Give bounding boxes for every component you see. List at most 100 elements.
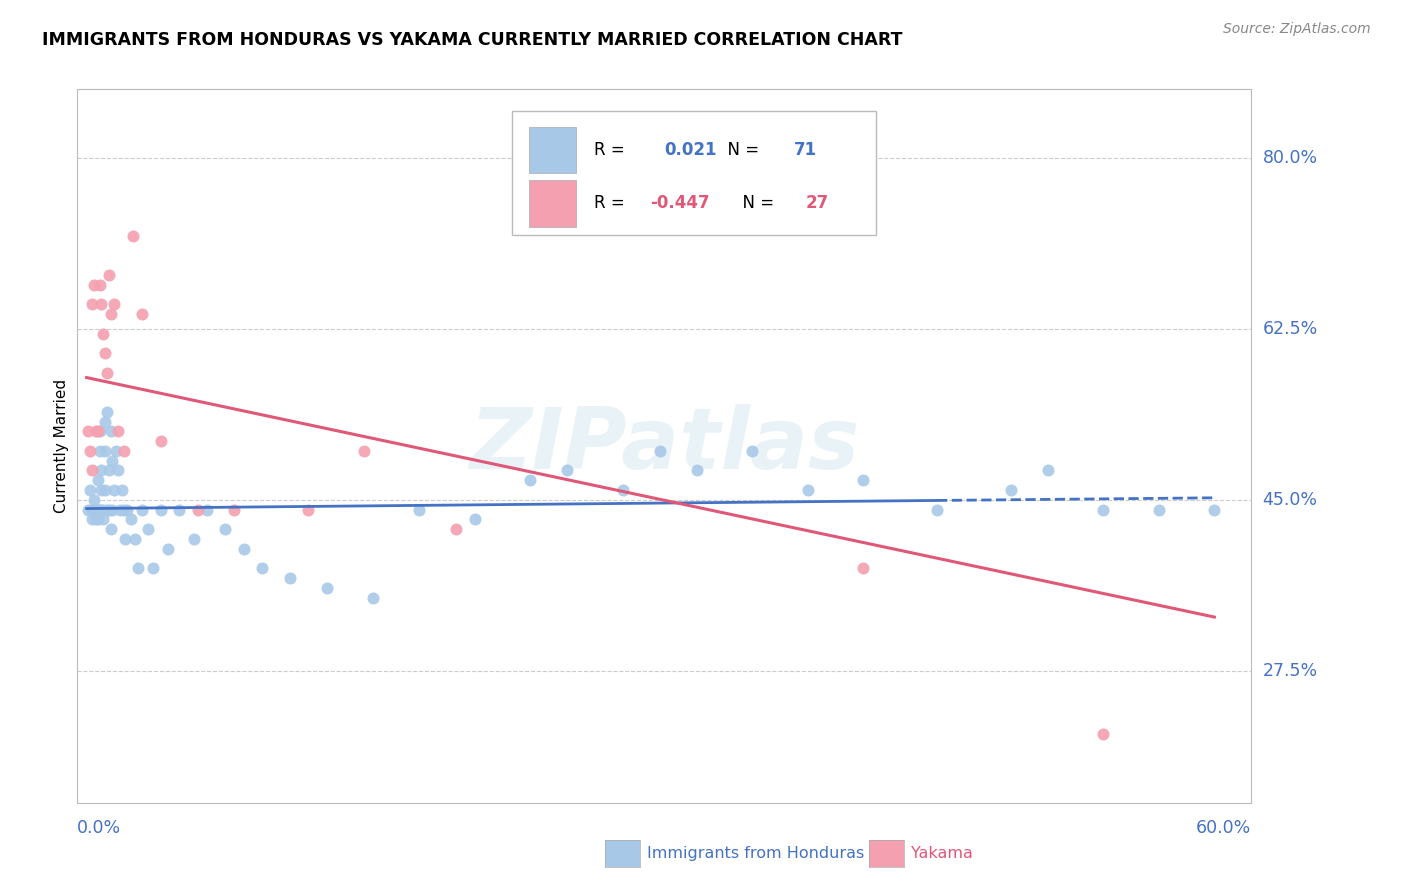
Text: R =: R = [593,141,636,159]
Point [555,463,578,477]
Point [120,512,142,526]
Point [167,502,190,516]
Point [108,502,131,516]
Point [83,502,105,516]
Point [852,561,875,575]
Point [96,405,118,419]
Point [82,463,104,477]
Text: 80.0%: 80.0% [1263,149,1317,167]
Point [91,326,114,341]
Point [796,483,818,497]
Point [94,346,117,360]
Point [101,502,124,516]
Text: R =: R = [593,194,630,212]
Text: -0.447: -0.447 [650,194,710,212]
Point [101,453,124,467]
Point [131,307,153,321]
Point [232,541,254,556]
Point [79,443,101,458]
Point [250,561,273,575]
Text: 27: 27 [806,194,828,212]
Point [183,532,205,546]
Point [89,443,111,458]
Point [1000,483,1022,497]
Point [121,228,143,243]
Point [686,463,709,477]
Point [97,463,120,477]
Point [82,512,104,526]
Text: N =: N = [733,194,780,212]
Point [852,473,875,487]
Point [353,443,375,458]
Text: 60.0%: 60.0% [1197,820,1251,838]
Point [112,502,135,516]
Text: Immigrants from Honduras: Immigrants from Honduras [647,847,865,861]
Point [136,522,159,536]
Point [1204,502,1226,516]
Text: N =: N = [717,141,765,159]
Point [91,502,114,516]
Point [82,502,104,516]
Point [84,425,107,439]
Text: Yakama: Yakama [911,847,973,861]
Point [86,425,108,439]
Point [77,502,100,516]
Point [278,571,301,585]
Point [648,443,671,458]
Point [408,502,430,516]
Point [94,443,117,458]
Point [117,502,139,516]
Point [100,307,122,321]
Text: 62.5%: 62.5% [1263,319,1317,338]
Point [612,483,634,497]
Point [90,463,112,477]
Point [224,502,246,516]
Point [97,502,120,516]
Point [107,463,129,477]
Bar [529,180,576,227]
Point [156,541,179,556]
Point [214,522,236,536]
Point [100,522,122,536]
Point [86,502,108,516]
Point [105,443,128,458]
Point [89,425,111,439]
Point [114,532,136,546]
Point [1092,502,1115,516]
Point [79,483,101,497]
Point [149,434,172,449]
Point [925,502,948,516]
Point [131,502,153,516]
Point [103,483,125,497]
Point [89,502,111,516]
Point [1036,463,1059,477]
Point [112,443,135,458]
Text: 71: 71 [793,141,817,159]
Point [86,473,108,487]
Point [84,502,107,516]
Point [297,502,319,516]
Text: 45.0%: 45.0% [1263,491,1317,508]
Point [90,483,112,497]
Point [77,425,100,439]
Point [1092,727,1115,741]
Point [91,512,114,526]
Point [446,522,468,536]
Point [86,512,108,526]
Point [107,425,129,439]
Point [94,483,117,497]
Point [82,297,104,311]
Point [1147,502,1170,516]
Point [90,297,112,311]
Point [111,483,134,497]
Point [90,502,112,516]
Point [97,268,120,282]
Y-axis label: Currently Married: Currently Married [53,379,69,513]
Point [519,473,541,487]
Point [149,502,172,516]
Point [124,532,146,546]
Point [96,366,118,380]
Point [741,443,763,458]
Point [142,561,165,575]
Point [83,277,105,292]
